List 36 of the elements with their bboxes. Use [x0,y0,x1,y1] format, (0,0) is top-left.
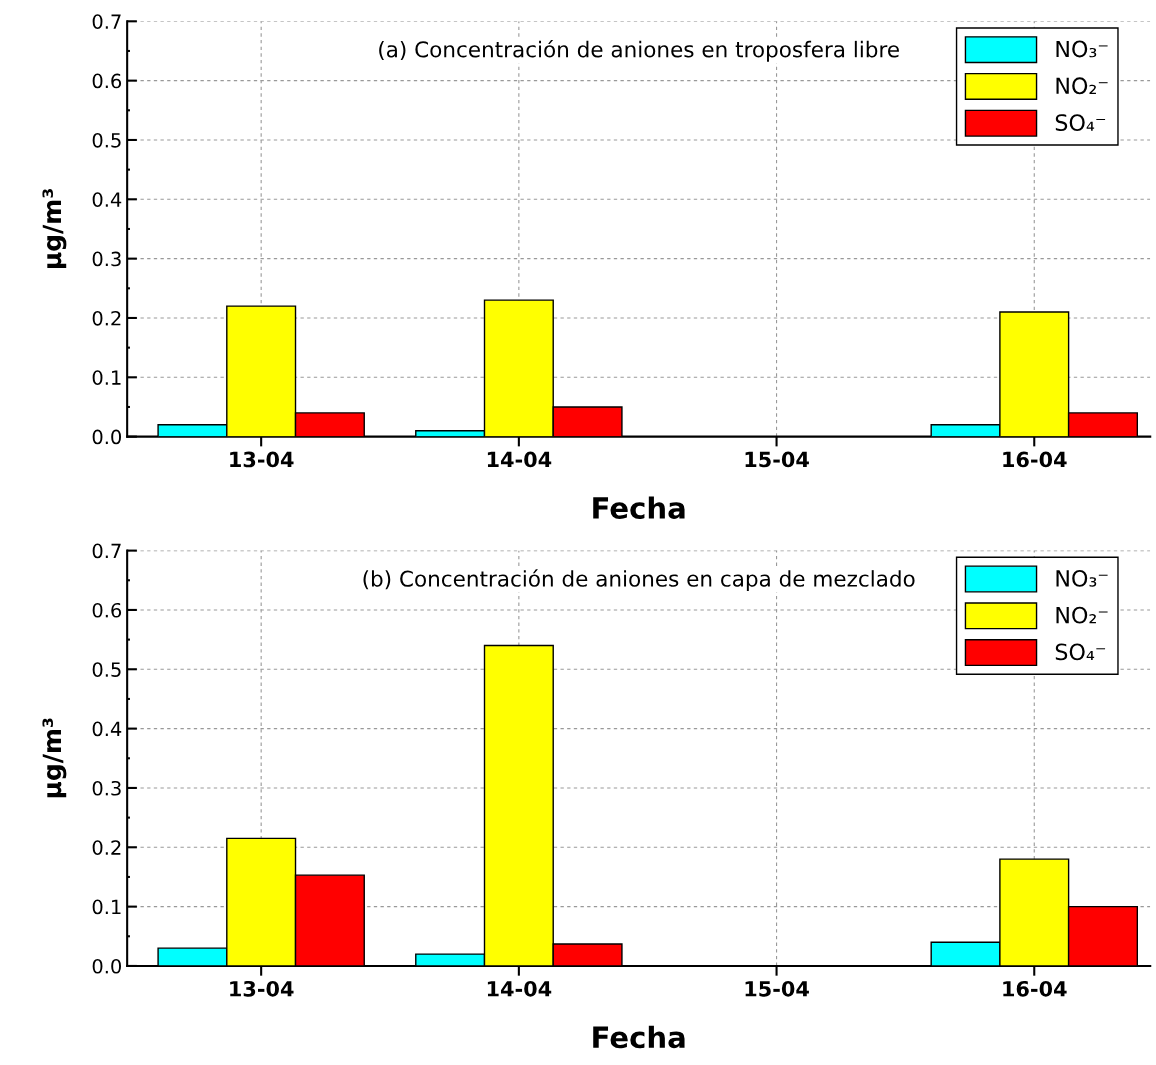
y-tick-label: 0.6 [92,602,122,618]
text: (b) Concentración de aniones en capa de mezclado [363,569,915,591]
y-tick-label: 0.7 [92,14,121,29]
y-tick-label: 0.6 [92,73,122,89]
y-tick-label: 0.5 [92,662,121,677]
x-tick-label: 13-04 [230,980,294,997]
y-axis-title: μg/m³ [42,189,67,269]
x-tick-label: 13-04 [230,451,294,468]
text: (a) Concentración de aniones en troposfera libre [379,39,899,62]
x-tick-label: 15-04 [745,451,809,468]
y-tick-label: 0.1 [92,370,121,385]
y-tick-label: 0.4 [92,721,122,737]
y-tick-label: 0.3 [92,251,121,267]
x-tick-label: 16-04 [1003,451,1067,468]
x-tick-label: 14-04 [487,451,552,468]
x-tick-label: 16-04 [1003,980,1067,997]
legend-label: NO₂⁻ [1056,606,1108,624]
x-axis-title: Fecha [593,496,685,519]
y-axis-title: μg/m³ [42,718,67,798]
y-tick-label: 0.2 [92,840,121,855]
x-tick-label: 14-04 [487,980,552,997]
y-tick-label: 0.0 [92,429,122,445]
y-tick-label: 0.1 [92,899,121,915]
legend-label: SO₄⁻ [1055,114,1106,131]
y-tick-label: 0.0 [92,958,122,974]
x-tick-label: 15-04 [745,980,809,997]
y-tick-label: 0.7 [92,543,121,559]
legend-label: SO₄⁻ [1055,643,1106,661]
x-axis-title: Fecha [593,1025,685,1049]
y-tick-label: 0.3 [92,780,121,796]
legend-label: NO₃⁻ [1056,569,1108,587]
legend-label: NO₂⁻ [1056,77,1108,95]
y-tick-label: 0.4 [92,192,122,207]
legend-label: NO₃⁻ [1056,40,1108,58]
y-tick-label: 0.2 [92,310,121,326]
y-tick-label: 0.5 [92,132,121,148]
